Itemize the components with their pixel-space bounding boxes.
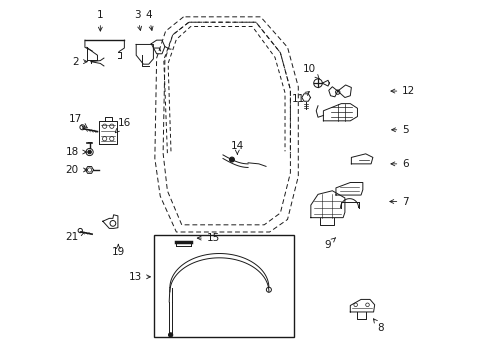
Text: 21: 21 — [65, 232, 84, 242]
Text: 4: 4 — [145, 10, 153, 30]
Text: 14: 14 — [230, 141, 244, 154]
Text: 1: 1 — [97, 10, 103, 31]
Circle shape — [88, 150, 91, 154]
Text: 3: 3 — [134, 10, 141, 30]
Text: 17: 17 — [69, 114, 87, 128]
Bar — [154, 235, 293, 337]
Text: 10: 10 — [303, 64, 319, 79]
Text: 15: 15 — [197, 233, 220, 243]
Text: 12: 12 — [390, 86, 415, 96]
Text: 20: 20 — [65, 165, 87, 175]
Text: 5: 5 — [391, 125, 408, 135]
Text: 13: 13 — [129, 272, 150, 282]
Text: 9: 9 — [323, 238, 335, 250]
Text: 8: 8 — [373, 319, 383, 333]
Circle shape — [335, 90, 339, 94]
Text: 19: 19 — [111, 244, 124, 257]
Text: 18: 18 — [65, 147, 86, 157]
Circle shape — [266, 287, 271, 292]
Text: 6: 6 — [390, 159, 408, 169]
Text: 7: 7 — [389, 197, 408, 207]
Text: 16: 16 — [115, 118, 131, 133]
Text: 11: 11 — [292, 91, 309, 104]
Circle shape — [168, 333, 172, 337]
Circle shape — [229, 157, 234, 162]
Text: 2: 2 — [72, 57, 87, 67]
